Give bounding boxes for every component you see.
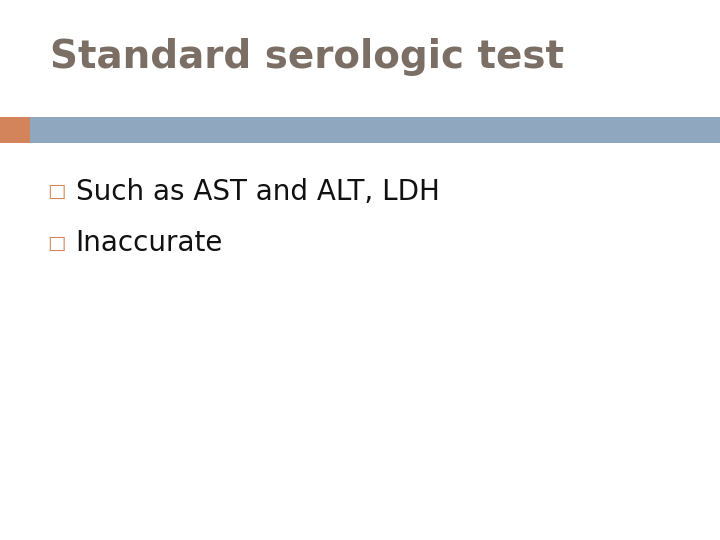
Text: Standard serologic test: Standard serologic test xyxy=(50,38,564,76)
Bar xyxy=(30,117,720,143)
Text: □: □ xyxy=(47,182,66,201)
Text: □: □ xyxy=(47,233,66,253)
Text: Such as AST and ALT, LDH: Such as AST and ALT, LDH xyxy=(76,178,439,206)
Bar xyxy=(0,117,30,143)
Text: Inaccurate: Inaccurate xyxy=(76,229,223,257)
